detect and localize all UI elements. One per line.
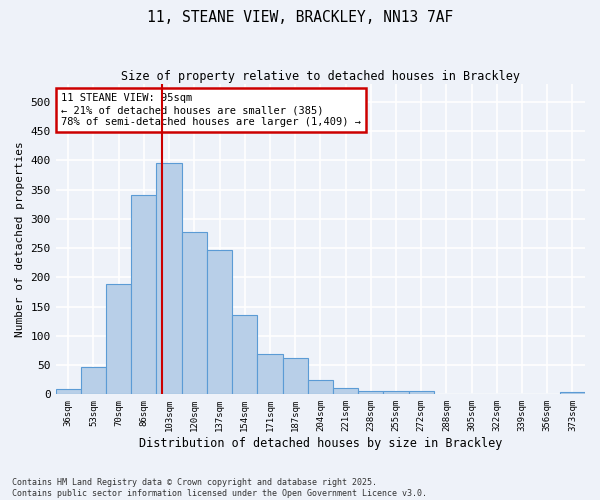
Bar [157,162,182,394]
Bar [383,392,409,394]
Bar [560,392,585,394]
Bar [106,284,131,395]
Bar [333,388,358,394]
Bar [409,392,434,394]
Bar [358,391,383,394]
Bar [207,250,232,394]
Text: 11, STEANE VIEW, BRACKLEY, NN13 7AF: 11, STEANE VIEW, BRACKLEY, NN13 7AF [147,10,453,25]
Bar [257,354,283,395]
Bar [182,232,207,394]
Bar [283,358,308,395]
Bar [308,380,333,394]
Bar [232,314,257,394]
X-axis label: Distribution of detached houses by size in Brackley: Distribution of detached houses by size … [139,437,502,450]
Bar [56,389,81,394]
Bar [131,196,157,394]
Text: 11 STEANE VIEW: 95sqm
← 21% of detached houses are smaller (385)
78% of semi-det: 11 STEANE VIEW: 95sqm ← 21% of detached … [61,94,361,126]
Bar [81,368,106,394]
Y-axis label: Number of detached properties: Number of detached properties [15,142,25,337]
Text: Contains HM Land Registry data © Crown copyright and database right 2025.
Contai: Contains HM Land Registry data © Crown c… [12,478,427,498]
Title: Size of property relative to detached houses in Brackley: Size of property relative to detached ho… [121,70,520,83]
